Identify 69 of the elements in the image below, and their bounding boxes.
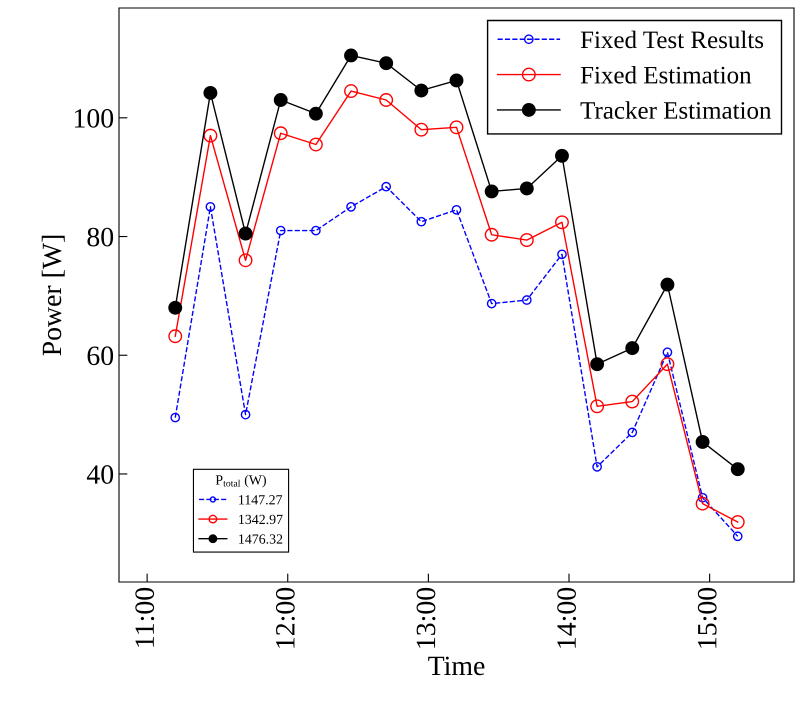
point [344,48,358,62]
y-tick-label: 100 [74,108,114,128]
y-tick-label: 40 [86,465,114,484]
point [414,84,428,98]
y-tick-label: 80 [87,228,114,246]
y-tick-label: 60 [88,346,114,366]
point [627,428,638,438]
point [203,128,218,143]
point [730,515,745,529]
x-tick-label: 15:00 [698,588,717,648]
x-tick-label: 12:00 [276,588,295,648]
point [590,357,604,372]
point [168,300,182,315]
point [660,278,674,292]
point [274,93,288,107]
point [730,462,745,476]
point [308,106,323,121]
point [555,148,569,163]
point [590,399,604,414]
point [520,182,534,196]
point [311,226,321,236]
point [344,84,358,98]
point [414,122,428,137]
point [450,120,464,134]
legend-title: P$_{total}$ (W) [216,474,266,488]
point [206,202,216,212]
legend-label: Fixed Test Results [580,30,764,48]
point [696,434,710,449]
point [450,73,464,88]
point [274,126,288,140]
x-tick-label: 13:00 [416,588,436,648]
point [662,347,672,358]
point [484,228,499,242]
point [557,249,567,260]
annotation: 1147.27 [239,495,282,505]
point [203,86,218,100]
point [346,202,356,212]
point [732,531,743,542]
point [379,56,394,70]
point [486,298,497,308]
annotation: 1342.97 [239,514,283,524]
annotation: 1476.32 [239,534,282,544]
point [308,138,323,152]
point [379,93,394,107]
point [240,410,250,420]
point [520,233,534,248]
legend-label: Fixed Estimation [580,66,752,84]
x-axis-title: Time [428,656,484,676]
point [555,215,569,230]
point [238,253,253,268]
point [484,184,499,198]
point [592,462,602,472]
point [168,329,182,344]
point [381,182,392,192]
point [660,357,674,372]
point [625,394,640,408]
point [698,492,708,503]
point [452,204,462,215]
x-tick-label: 11:00 [135,588,154,647]
point [238,226,253,241]
point [696,496,710,511]
point [170,412,180,422]
point [416,216,426,227]
x-tick-label: 14:00 [557,588,576,648]
y-axis-title: Power [W] [42,236,65,356]
point [522,295,532,305]
legend-label: Tracker Estimation [580,101,772,119]
point [276,226,286,236]
point [625,341,640,356]
